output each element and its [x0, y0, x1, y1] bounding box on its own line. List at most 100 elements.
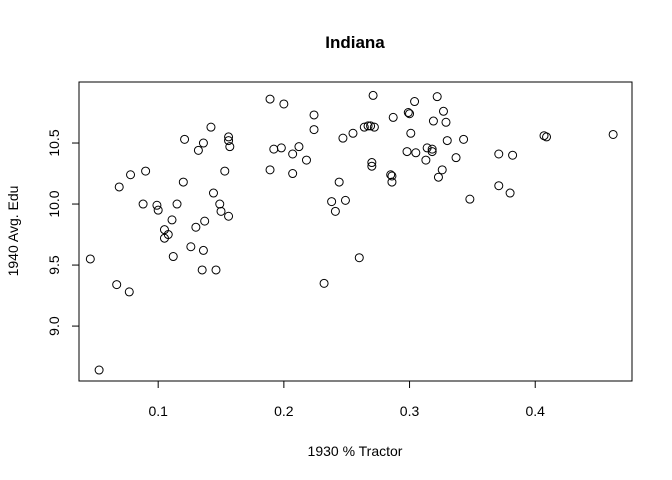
data-point: [276, 143, 286, 153]
data-point: [465, 194, 475, 204]
chart-title: Indiana: [325, 33, 385, 52]
data-point: [126, 170, 136, 180]
data-point: [367, 158, 377, 168]
data-point: [191, 222, 201, 232]
data-point: [288, 169, 298, 179]
data-point: [451, 153, 461, 163]
y-axis-label: 1940 Avg. Edu: [5, 186, 21, 277]
data-point: [153, 205, 163, 215]
data-point: [427, 144, 437, 154]
x-tick-label: 0.4: [525, 403, 545, 419]
data-point: [265, 165, 275, 175]
data-point: [402, 147, 412, 157]
data-point: [494, 181, 504, 191]
data-point: [168, 252, 178, 262]
data-point: [366, 121, 376, 131]
data-point: [114, 182, 124, 192]
data-point: [124, 287, 134, 297]
data-point: [386, 170, 396, 180]
data-point: [421, 155, 431, 165]
data-point: [288, 149, 298, 159]
data-point: [220, 166, 230, 176]
y-tick-label: 10.0: [46, 190, 62, 217]
data-point: [224, 211, 234, 221]
data-point: [208, 188, 218, 198]
data-point: [508, 150, 518, 160]
data-point: [442, 136, 452, 146]
data-point: [542, 132, 552, 142]
data-point: [294, 142, 304, 152]
data-point: [406, 128, 416, 138]
x-axis-label: 1930 % Tractor: [308, 443, 403, 459]
data-point: [301, 155, 311, 165]
data-point: [354, 253, 364, 263]
data-point: [428, 116, 438, 126]
data-point: [369, 122, 379, 132]
data-point: [112, 280, 122, 290]
data-point: [206, 122, 216, 132]
data-point: [216, 206, 226, 216]
x-tick-label: 0.3: [400, 403, 420, 419]
data-point: [330, 206, 340, 216]
data-point: [279, 99, 289, 109]
data-point: [186, 242, 196, 252]
data-point: [359, 122, 369, 132]
data-points: [85, 90, 618, 375]
data-point: [224, 136, 234, 146]
plot-frame: [78, 81, 633, 382]
data-point: [608, 129, 618, 139]
data-point: [411, 148, 421, 158]
data-point: [193, 145, 203, 155]
x-tick-label: 0.2: [274, 403, 294, 419]
data-point: [405, 109, 415, 119]
data-point: [438, 106, 448, 116]
y-tick-label: 9.5: [46, 255, 62, 275]
data-point: [327, 197, 337, 207]
x-axis: 0.1 0.2 0.3 0.4: [148, 380, 545, 419]
data-point: [197, 265, 207, 275]
data-point: [138, 199, 148, 209]
y-axis: 9.0 9.5 10.0 10.5: [46, 129, 80, 336]
data-point: [225, 142, 235, 152]
data-point: [368, 90, 378, 100]
data-point: [338, 133, 348, 143]
data-point: [178, 177, 188, 187]
data-point: [410, 97, 420, 107]
data-point: [198, 245, 208, 255]
data-point: [180, 134, 190, 144]
data-point: [215, 199, 225, 209]
data-point: [172, 199, 182, 209]
data-point: [269, 144, 279, 154]
y-tick-label: 10.5: [46, 129, 62, 156]
data-point: [141, 166, 151, 176]
data-point: [334, 177, 344, 187]
data-point: [224, 132, 234, 142]
data-point: [432, 92, 442, 102]
data-point: [427, 147, 437, 157]
data-point: [152, 200, 162, 210]
data-point: [494, 149, 504, 159]
data-point: [388, 112, 398, 122]
data-point: [211, 265, 221, 275]
data-point: [340, 195, 350, 205]
data-point: [167, 215, 177, 225]
data-point: [387, 171, 397, 181]
data-point: [265, 94, 275, 104]
data-point: [200, 216, 210, 226]
data-point: [94, 365, 104, 375]
data-point: [433, 172, 443, 182]
data-point: [309, 125, 319, 135]
data-point: [319, 278, 329, 288]
data-point: [441, 117, 451, 127]
data-point: [348, 128, 358, 138]
data-point: [459, 134, 469, 144]
data-point: [403, 108, 413, 118]
data-point: [437, 165, 447, 175]
data-point: [363, 121, 373, 131]
data-point: [505, 188, 515, 198]
data-point: [367, 161, 377, 171]
data-point: [85, 254, 95, 264]
y-tick-label: 9.0: [46, 316, 62, 336]
data-point: [387, 177, 397, 187]
